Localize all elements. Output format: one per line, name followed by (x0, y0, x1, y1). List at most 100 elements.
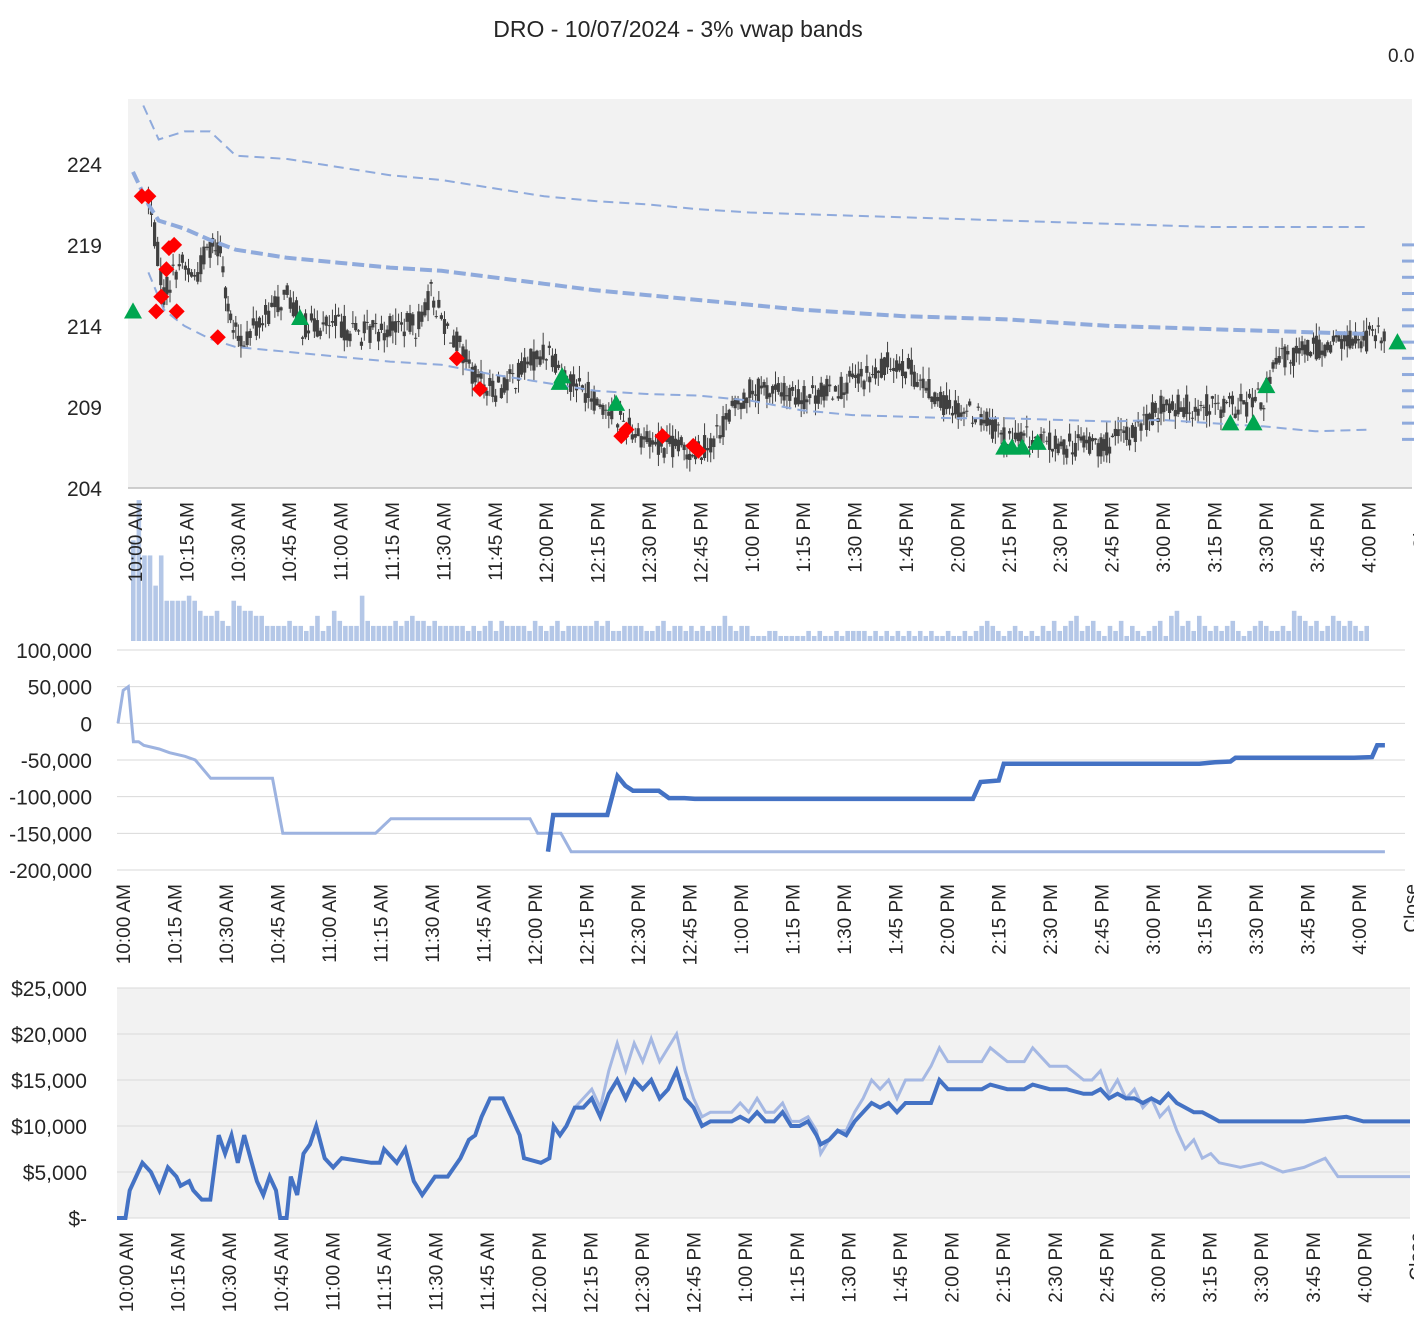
candle-body (1326, 342, 1330, 351)
candle-body (979, 413, 983, 426)
candle-body (842, 392, 846, 395)
volume-bar (655, 625, 661, 641)
candle-body (1053, 435, 1057, 449)
volume-bar (1353, 625, 1358, 641)
candle-body (359, 341, 364, 346)
volume-bar (192, 600, 197, 641)
candle-body (627, 417, 631, 426)
candle-body (1365, 330, 1369, 352)
price-x-tick: Close (1411, 502, 1414, 551)
candle-body (464, 349, 468, 363)
candle-body (330, 321, 335, 323)
volume-bar (817, 630, 823, 641)
candle-body (544, 359, 548, 361)
position-y-tick: -200,000 (9, 860, 92, 883)
candle-body (196, 272, 200, 282)
candle-body (485, 390, 489, 396)
candle-body (1271, 362, 1275, 369)
volume-bar (1247, 630, 1252, 641)
position-x-tick: 10:30 AM (217, 884, 238, 964)
candle-body (768, 393, 772, 398)
candle-body (189, 272, 194, 277)
position-x-tick: 2:45 PM (1093, 884, 1114, 955)
candle-body (1033, 436, 1037, 439)
candle-body (396, 321, 401, 323)
position-x-tick: 1:45 PM (887, 884, 908, 955)
candle-body (1306, 340, 1310, 356)
candle-body (1297, 347, 1301, 354)
candle-body (1277, 356, 1281, 363)
position-x-tick: 4:00 PM (1350, 884, 1371, 955)
volume-bar (1074, 615, 1079, 641)
price-x-tick: 11:45 AM (486, 502, 507, 581)
volume-bar (209, 615, 214, 641)
candle-body (556, 364, 561, 368)
candle-body (1320, 350, 1324, 355)
candle-body (1013, 432, 1017, 440)
candle-body (177, 264, 181, 267)
candle-body (1002, 427, 1006, 448)
volume-bar (940, 635, 945, 641)
candle-body (365, 321, 369, 323)
candle-body (414, 337, 418, 339)
volume-bar (1191, 630, 1196, 641)
volume-bar (421, 620, 426, 641)
candle-body (1359, 341, 1363, 349)
candle-body (186, 268, 191, 275)
volume-bar (170, 600, 175, 641)
volume-bar (471, 625, 477, 641)
candle-body (1274, 357, 1278, 365)
volume-bar (454, 625, 460, 641)
candle-body (604, 409, 608, 411)
candle-body (547, 345, 551, 348)
candle-body (636, 428, 640, 437)
candle-body (473, 365, 477, 383)
volume-bar (1358, 630, 1364, 641)
pnl-x-tick: 12:45 PM (685, 1232, 706, 1313)
volume-bar (1286, 630, 1291, 641)
candle-body (1116, 429, 1120, 437)
position-x-tick: 3:45 PM (1299, 884, 1320, 955)
volume-bar (376, 625, 382, 641)
volume-bar (973, 630, 979, 641)
candle-body (712, 438, 716, 448)
volume-bar (1040, 625, 1046, 641)
candle-body (429, 282, 433, 284)
candle-body (1073, 442, 1077, 457)
price-x-tick: 12:15 PM (589, 502, 610, 583)
price-y-tick: 214 (67, 316, 102, 339)
candle-body (1030, 440, 1035, 446)
candle-body (918, 379, 922, 381)
candle-body (312, 318, 316, 332)
candle-body (833, 386, 838, 392)
candle-body (1093, 438, 1097, 441)
volume-bar (276, 625, 281, 641)
volume-bar (131, 540, 136, 641)
volume-bar (633, 625, 638, 641)
candle-body (915, 381, 919, 387)
volume-bar (560, 630, 566, 641)
volume-bar (845, 630, 850, 641)
pnl-x-tick: 11:15 AM (375, 1232, 396, 1311)
volume-bar (990, 625, 996, 641)
pnl-x-tick: 10:15 AM (169, 1232, 190, 1312)
position-x-tick: 11:30 AM (423, 884, 444, 963)
candle-body (1099, 437, 1103, 457)
candle-body (303, 313, 308, 338)
volume-bar (571, 625, 577, 641)
volume-bar (326, 625, 331, 641)
volume-bar (147, 555, 153, 641)
price-x-tick: 1:30 PM (846, 502, 867, 573)
volume-bar (622, 625, 627, 641)
volume-bar (979, 625, 984, 641)
candle-body (218, 246, 222, 254)
candle-body (739, 402, 743, 410)
candle-body (676, 439, 681, 452)
position-y-tick: -50,000 (21, 750, 92, 773)
volume-bar (834, 630, 839, 641)
volume-bar (811, 635, 817, 641)
candle-body (1122, 430, 1126, 434)
candle-body (1268, 376, 1272, 384)
volume-bar (309, 625, 315, 641)
